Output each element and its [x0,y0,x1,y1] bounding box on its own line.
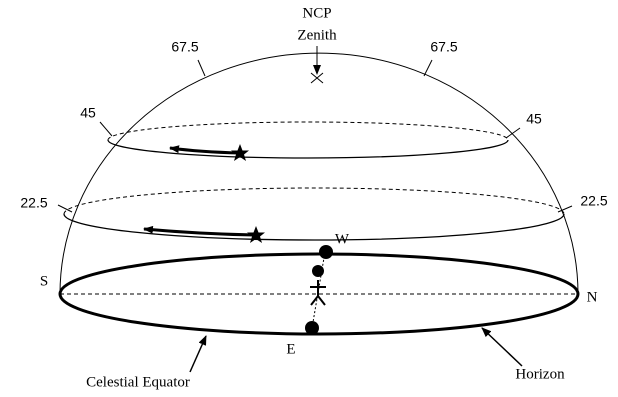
observer-head [312,265,324,277]
direction-label: E [286,341,295,357]
altitude-label: 22.5 [20,195,47,211]
equator-arrow [190,336,206,372]
horizon-label: Horizon [515,366,565,382]
direction-label: W [335,231,350,247]
direction-label: N [587,289,598,305]
east-point [305,321,319,335]
dome [60,53,578,294]
equator-label: Celestial Equator [86,374,190,390]
star [247,226,265,243]
leader [424,60,432,76]
star [231,144,249,161]
circle-22-front [64,214,564,240]
star-path-arrow [170,148,240,153]
zenith-label: Zenith [297,27,337,43]
zenith-mark [311,73,323,83]
circle-45-back [108,122,508,140]
ncp-label: NCP [302,5,331,21]
altitude-label: 67.5 [171,39,198,55]
altitude-label: 67.5 [430,39,457,55]
direction-label: S [40,273,48,289]
observer-figure [310,280,326,305]
altitude-label: 45 [526,111,542,127]
horizon-arrow [482,328,522,366]
leader [100,122,112,136]
diagram-lines [58,46,578,372]
west-point [319,245,333,259]
circle-22-back [64,188,564,214]
celestial-sphere-diagram: NCP Zenith 67.5 67.5 45 45 22.5 22.5 W S… [0,0,618,397]
altitude-label: 22.5 [580,193,607,209]
altitude-label: 45 [80,105,96,121]
circle-45-front [108,140,508,158]
leader [198,60,205,76]
